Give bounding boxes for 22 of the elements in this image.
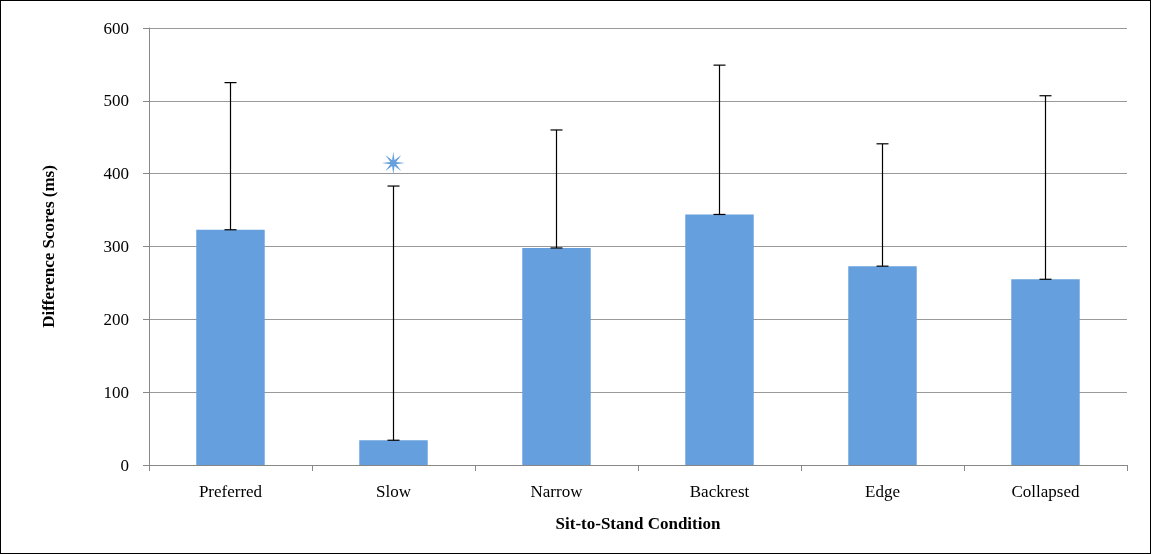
x-tick-label: Collapsed [1011, 482, 1080, 501]
bar [359, 440, 428, 465]
y-tick-label: 0 [120, 455, 129, 475]
bar [196, 229, 265, 465]
x-tick-label: Narrow [530, 482, 584, 501]
bar [685, 214, 754, 465]
y-axis-title: Difference Scores (ms) [39, 165, 58, 328]
y-tick-label: 200 [103, 309, 129, 329]
y-tick-label: 400 [103, 164, 129, 184]
bar [848, 266, 917, 465]
y-tick-label: 500 [103, 91, 129, 111]
y-tick-label: 100 [103, 382, 129, 402]
x-tick-label: Preferred [198, 482, 263, 501]
bar [1011, 279, 1080, 465]
y-tick-label: 600 [103, 18, 129, 38]
bar [522, 247, 591, 465]
x-tick-label: Edge [865, 482, 900, 501]
x-tick-label: Slow [376, 482, 412, 501]
y-tick-label: 300 [103, 237, 129, 256]
x-tick-label: Backrest [689, 482, 750, 501]
annotation: ✴ [380, 145, 407, 181]
x-axis-title: Sit-to-Stand Condition [555, 514, 721, 533]
